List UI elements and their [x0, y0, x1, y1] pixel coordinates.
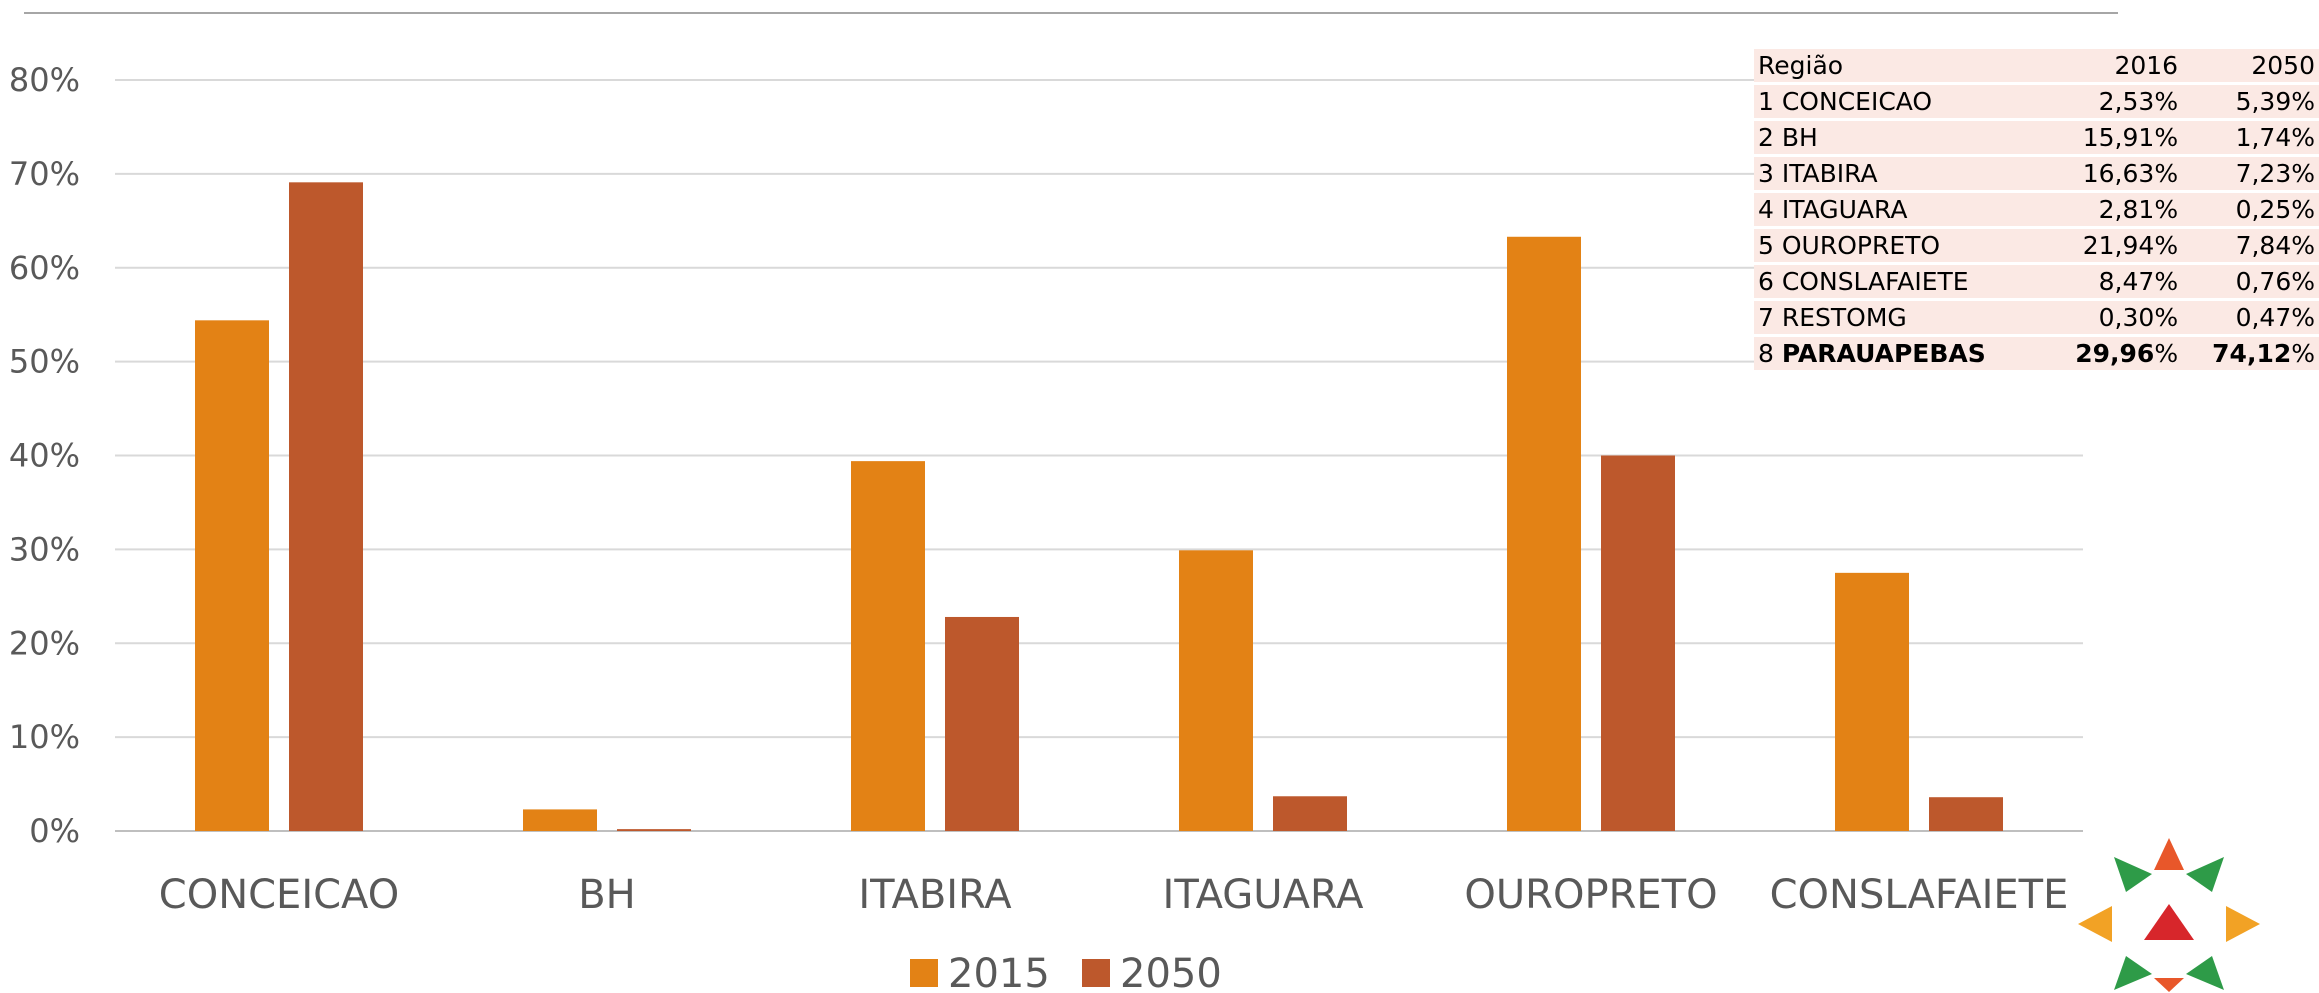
table-header-row: Região 2016 2050 [1754, 49, 2319, 82]
table-row: 2 BH 15,91% 1,74% [1754, 121, 2319, 154]
value-2050-cell: 5,39% [2182, 85, 2319, 118]
table-row: 4 ITAGUARA 2,81% 0,25% [1754, 193, 2319, 226]
value-2050-cell: 0,25% [2182, 193, 2319, 226]
bar-2050-conceicao [289, 182, 363, 832]
x-tick-label: CONSLAFAIETE [1770, 872, 2069, 918]
value-2016-cell: 16,63% [2045, 157, 2183, 190]
legend: 2015 2050 [910, 951, 1222, 993]
header-2016: 2016 [2045, 49, 2183, 82]
value-2016-cell: 2,53% [2045, 85, 2183, 118]
x-tick-label: OUROPRETO [1464, 872, 1717, 918]
legend-label: 2015 [948, 951, 1050, 993]
value-2016-cell: 15,91% [2045, 121, 2183, 154]
star-logo-icon [2078, 838, 2260, 992]
y-tick-label: 60% [9, 249, 80, 287]
value-2016-cell: 29,96% [2045, 337, 2183, 370]
header-2050: 2050 [2182, 49, 2319, 82]
bar-2050-conslafaiete [1929, 797, 2003, 831]
table-row: 5 OUROPRETO 21,94% 7,84% [1754, 229, 2319, 262]
x-tick-label: CONCEICAO [159, 872, 399, 918]
table-row: 1 CONCEICAO 2,53% 5,39% [1754, 85, 2319, 118]
x-tick-label: ITABIRA [858, 872, 1012, 918]
region-cell: 6 CONSLAFAIETE [1754, 265, 2046, 298]
table-row: 3 ITABIRA 16,63% 7,23% [1754, 157, 2319, 190]
y-tick-label: 70% [9, 155, 80, 193]
value-2050-cell: 74,12% [2182, 337, 2319, 370]
region-cell: 3 ITABIRA [1754, 157, 2046, 190]
value-2016-cell: 2,81% [2045, 193, 2183, 226]
region-cell: 2 BH [1754, 121, 2046, 154]
value-2016-cell: 21,94% [2045, 229, 2183, 262]
region-cell: 4 ITAGUARA [1754, 193, 2046, 226]
bar-2050-itabira [945, 616, 1019, 831]
value-2050-cell: 1,74% [2182, 121, 2319, 154]
bar-2015-ouropreto [1507, 236, 1581, 832]
x-tick-label: ITAGUARA [1163, 872, 1365, 918]
legend-swatch [1082, 959, 1110, 987]
bar-2050-bh [617, 829, 691, 831]
bars [195, 182, 2003, 832]
y-tick-label: 40% [9, 437, 80, 475]
value-2016-cell: 0,30% [2045, 301, 2183, 334]
region-cell: 8 PARAUAPEBAS [1754, 337, 2046, 370]
y-tick-label: 10% [9, 718, 80, 756]
bar-2015-itaguara [1179, 550, 1253, 831]
bar-2050-itaguara [1273, 796, 1347, 831]
bar-2015-bh [523, 809, 597, 831]
value-2050-cell: 0,76% [2182, 265, 2319, 298]
value-2016-cell: 8,47% [2045, 265, 2183, 298]
legend-swatch [910, 959, 938, 987]
bar-2015-conceicao [195, 320, 269, 831]
y-tick-label: 20% [9, 624, 80, 662]
x-axis: CONCEICAO BH ITABIRA ITAGUARA OUROPRETO CONSL… [159, 872, 2069, 918]
y-tick-label: 0% [29, 812, 80, 850]
bar-2015-itabira [851, 461, 925, 831]
region-cell: 5 OUROPRETO [1754, 229, 2046, 262]
region-cell: 1 CONCEICAO [1754, 85, 2046, 118]
bar-2015-conslafaiete [1835, 572, 1909, 831]
value-2050-cell: 7,84% [2182, 229, 2319, 262]
x-tick-label: BH [578, 872, 636, 918]
legend-label: 2050 [1120, 951, 1222, 993]
region-cell: 7 RESTOMG [1754, 301, 2046, 334]
region-table: Região 2016 2050 1 CONCEICAO 2,53% 5,39% 2 … [1754, 46, 2319, 373]
y-tick-label: 50% [9, 343, 80, 381]
value-2050-cell: 7,23% [2182, 157, 2319, 190]
y-axis: 0% 10% 20% 30% 40% 50% 60% 70% 80% [9, 61, 80, 850]
value-2050-cell: 0,47% [2182, 301, 2319, 334]
y-tick-label: 80% [9, 61, 80, 99]
y-tick-label: 30% [9, 530, 80, 568]
bar-2050-ouropreto [1601, 455, 1675, 831]
table-row: 6 CONSLAFAIETE 8,47% 0,76% [1754, 265, 2319, 298]
table-row: 7 RESTOMG 0,30% 0,47% [1754, 301, 2319, 334]
table-row-highlight: 8 PARAUAPEBAS 29,96% 74,12% [1754, 337, 2319, 370]
header-region: Região [1754, 49, 2046, 82]
